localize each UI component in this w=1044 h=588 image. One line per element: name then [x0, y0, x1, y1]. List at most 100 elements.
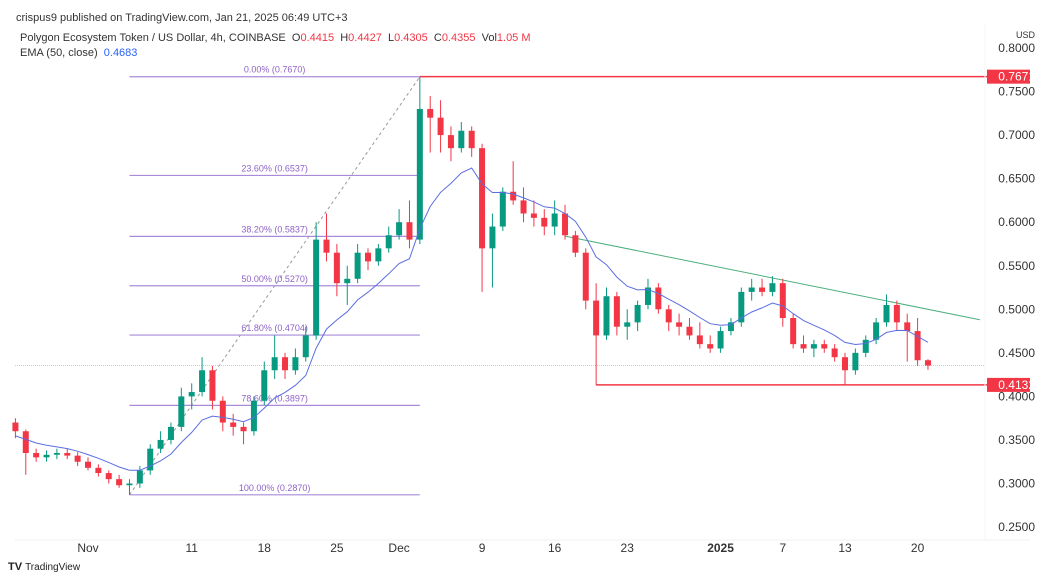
candle-body [188, 392, 195, 397]
candle-body [12, 422, 19, 432]
candle [375, 243, 382, 266]
candle [157, 431, 164, 454]
candle [842, 352, 849, 385]
candle [624, 309, 631, 340]
candle [696, 322, 703, 349]
candle [396, 209, 403, 240]
candle [800, 335, 807, 353]
volume-value: 1.05 M [496, 32, 531, 44]
candle-body [852, 352, 859, 371]
candle-body [624, 322, 631, 327]
fib-level-label: 0.00% (0.7670) [244, 65, 306, 75]
price-axis[interactable]: 0.7671 0.4132 0.8000 0.7500 0.7000 0.6500 0.60… [984, 25, 1035, 540]
candle [924, 359, 931, 370]
candle-body [147, 448, 154, 471]
candle [261, 361, 268, 406]
candle-body [842, 357, 849, 371]
candle [541, 209, 548, 236]
candle [562, 204, 569, 240]
candle-body [779, 283, 786, 319]
candle [136, 466, 143, 488]
candle-body [22, 431, 29, 454]
candle [603, 287, 610, 340]
candle [333, 243, 340, 297]
candle-body [437, 117, 444, 136]
candle-body [95, 467, 102, 474]
candle [769, 276, 776, 297]
candle-body [644, 287, 651, 305]
candle [655, 283, 662, 314]
candle [707, 335, 714, 353]
candle-body [136, 470, 143, 484]
candle-body [924, 360, 931, 366]
candle-body [479, 148, 486, 249]
candle [406, 200, 413, 249]
candle-body [821, 344, 828, 349]
candle [302, 326, 309, 362]
candle-body [717, 331, 724, 349]
price-level-tag [987, 377, 1030, 392]
candle [520, 187, 527, 223]
fib-level-label: 23.60% (0.6537) [241, 163, 308, 173]
candle [105, 470, 112, 484]
fib-level-label: 61.80% (0.4704) [241, 323, 308, 333]
candle [572, 230, 579, 258]
candle-body [33, 453, 40, 458]
candle-body [676, 322, 683, 327]
candle [810, 339, 817, 358]
candle [613, 291, 620, 336]
candle [178, 387, 185, 432]
tv-logo-icon: TV [8, 561, 23, 573]
candle [447, 126, 454, 162]
candle [22, 429, 29, 475]
candle-body [250, 400, 257, 432]
price-level-tag-label: 0.4132 [998, 378, 1035, 392]
price-tick-label: 0.4500 [998, 346, 1035, 360]
candle [416, 76, 423, 244]
candle [95, 464, 102, 477]
candle-body [696, 335, 703, 345]
candle-body [593, 300, 600, 336]
candle [852, 348, 859, 375]
chart-legend: Polygon Ecosystem Token / US Dollar, 4h,… [20, 31, 531, 61]
candle-body [447, 135, 454, 149]
candle [240, 422, 247, 445]
candle-body [510, 191, 517, 201]
candle-body [375, 248, 382, 262]
candle-body [53, 453, 60, 455]
drawings [15, 75, 987, 386]
candle-body [759, 287, 766, 292]
candle [43, 450, 50, 462]
fib-level-label: 50.00% (0.5270) [241, 274, 308, 284]
candle [74, 452, 81, 467]
time-tick-label: 13 [838, 541, 852, 555]
candle [593, 283, 600, 385]
candle [883, 294, 890, 327]
candle-body [364, 252, 371, 262]
candle [230, 413, 237, 436]
time-tick-label: 11 [185, 541, 198, 555]
candle [85, 457, 91, 471]
time-tick-label: Dec [388, 541, 409, 555]
candle-body [582, 252, 589, 301]
candle [551, 200, 558, 236]
time-axis[interactable]: Nov 11 18 25 Dec 9 16 23 2025 7 13 20 [15, 539, 1030, 555]
candle [686, 318, 693, 340]
candle [12, 418, 19, 439]
candle [727, 318, 734, 336]
candle [282, 352, 289, 379]
tradingview-logo: TV TradingView [8, 561, 80, 573]
candle-body [893, 304, 900, 323]
candle [209, 365, 216, 410]
candle [831, 344, 838, 362]
fib-level-label: 38.20% (0.5837) [241, 224, 308, 234]
price-tick-label: 0.5000 [998, 302, 1035, 316]
candle [437, 100, 444, 153]
candle [644, 278, 651, 310]
candle [468, 126, 475, 157]
candle [904, 313, 911, 362]
candle-body [64, 453, 71, 456]
time-tick-label: 9 [479, 541, 486, 555]
candle-body [302, 335, 309, 358]
